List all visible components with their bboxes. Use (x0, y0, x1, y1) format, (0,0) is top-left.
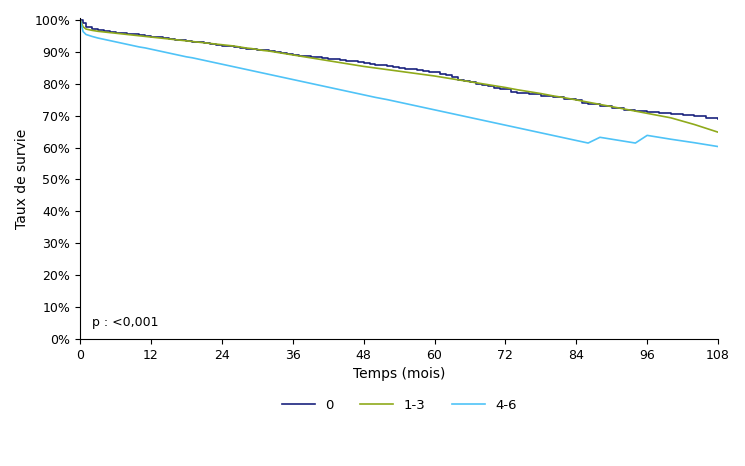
4-6 (318, 83, 327, 89)
1-3 (224, 42, 232, 48)
Line: 1-3: 1-3 (80, 20, 718, 132)
1-3 (253, 47, 261, 52)
Legend: 0, 1-3, 4-6: 0, 1-3, 4-6 (276, 394, 522, 418)
1-3 (159, 35, 168, 41)
0 (212, 42, 221, 48)
Text: p : <0,001: p : <0,001 (92, 316, 159, 329)
0 (165, 36, 174, 42)
0 (484, 83, 492, 89)
0 (76, 17, 85, 23)
4-6 (76, 17, 85, 23)
1-3 (218, 42, 226, 48)
X-axis label: Temps (mois): Temps (mois) (353, 367, 446, 381)
4-6 (224, 62, 232, 68)
Y-axis label: Taux de survie: Taux de survie (15, 129, 29, 229)
4-6 (218, 62, 226, 67)
0 (282, 51, 291, 57)
4-6 (714, 144, 723, 149)
0 (300, 54, 309, 59)
Line: 0: 0 (80, 20, 718, 119)
1-3 (714, 130, 723, 135)
1-3 (318, 57, 327, 62)
0 (714, 116, 723, 122)
Line: 4-6: 4-6 (80, 20, 718, 146)
1-3 (264, 48, 273, 54)
0 (401, 66, 410, 71)
4-6 (264, 72, 273, 77)
4-6 (159, 49, 168, 55)
1-3 (76, 17, 85, 23)
4-6 (253, 69, 261, 75)
